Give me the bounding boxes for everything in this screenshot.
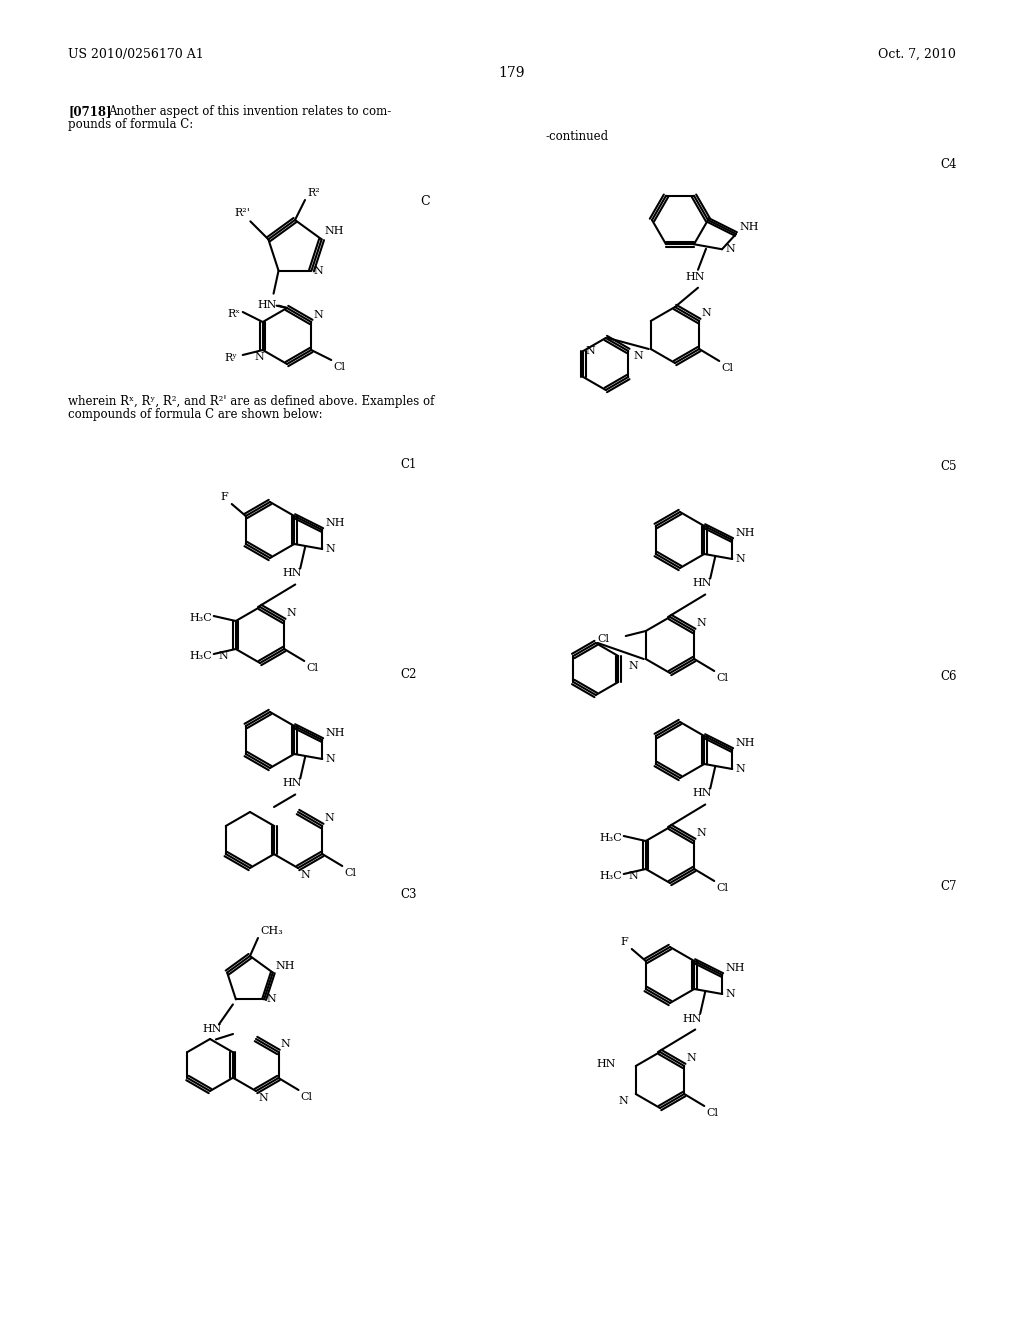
Text: C2: C2 bbox=[400, 668, 417, 681]
Text: C4: C4 bbox=[940, 158, 956, 172]
Text: N: N bbox=[326, 544, 335, 554]
Text: C7: C7 bbox=[940, 880, 956, 894]
Text: NH: NH bbox=[325, 226, 344, 236]
Text: R²': R²' bbox=[234, 209, 251, 218]
Text: Cl: Cl bbox=[306, 663, 318, 673]
Text: 179: 179 bbox=[499, 66, 525, 81]
Text: H₃C: H₃C bbox=[599, 871, 622, 880]
Text: N: N bbox=[281, 1039, 290, 1049]
Text: HN: HN bbox=[692, 788, 712, 799]
Text: NH: NH bbox=[326, 729, 345, 738]
Text: Cl: Cl bbox=[333, 362, 345, 372]
Text: HN: HN bbox=[203, 1024, 222, 1035]
Text: Cl: Cl bbox=[716, 673, 728, 682]
Text: N: N bbox=[725, 989, 735, 999]
Text: N: N bbox=[258, 1093, 267, 1104]
Text: Another aspect of this invention relates to com-: Another aspect of this invention relates… bbox=[108, 106, 391, 117]
Text: US 2010/0256170 A1: US 2010/0256170 A1 bbox=[68, 48, 204, 61]
Text: Cl: Cl bbox=[598, 634, 609, 644]
Text: C: C bbox=[420, 195, 430, 209]
Text: CH₃: CH₃ bbox=[260, 927, 283, 936]
Text: HN: HN bbox=[596, 1059, 615, 1069]
Text: [0718]: [0718] bbox=[68, 106, 112, 117]
Text: compounds of formula C are shown below:: compounds of formula C are shown below: bbox=[68, 408, 323, 421]
Text: N: N bbox=[633, 351, 643, 360]
Text: N: N bbox=[701, 308, 711, 318]
Text: C5: C5 bbox=[940, 459, 956, 473]
Text: N: N bbox=[287, 609, 296, 618]
Text: N: N bbox=[255, 352, 264, 362]
Text: NH: NH bbox=[735, 528, 755, 539]
Text: NH: NH bbox=[739, 222, 759, 232]
Text: wherein Rˣ, Rʸ, R², and R²' are as defined above. Examples of: wherein Rˣ, Rʸ, R², and R²' are as defin… bbox=[68, 395, 434, 408]
Text: N: N bbox=[618, 1096, 628, 1106]
Text: N: N bbox=[696, 828, 706, 838]
Text: N: N bbox=[266, 994, 275, 1005]
Text: C6: C6 bbox=[940, 671, 956, 682]
Text: R²: R² bbox=[307, 187, 319, 198]
Text: N: N bbox=[725, 244, 735, 255]
Text: N: N bbox=[628, 871, 638, 880]
Text: Cl: Cl bbox=[707, 1107, 718, 1118]
Text: Cl: Cl bbox=[300, 1092, 312, 1102]
Text: Oct. 7, 2010: Oct. 7, 2010 bbox=[879, 48, 956, 61]
Text: N: N bbox=[686, 1053, 696, 1063]
Text: F: F bbox=[620, 937, 628, 946]
Text: HN: HN bbox=[692, 578, 712, 589]
Text: pounds of formula C:: pounds of formula C: bbox=[68, 117, 194, 131]
Text: F: F bbox=[220, 492, 227, 502]
Text: NH: NH bbox=[275, 961, 295, 970]
Text: Rʸ: Rʸ bbox=[224, 352, 238, 363]
Text: HN: HN bbox=[258, 300, 278, 310]
Text: N: N bbox=[313, 265, 324, 276]
Text: N: N bbox=[326, 754, 335, 764]
Text: N: N bbox=[735, 764, 745, 774]
Text: NH: NH bbox=[725, 964, 744, 973]
Text: Cl: Cl bbox=[721, 363, 733, 374]
Text: H₃C: H₃C bbox=[599, 833, 622, 843]
Text: N: N bbox=[313, 310, 323, 319]
Text: HN: HN bbox=[682, 1014, 701, 1023]
Text: HN: HN bbox=[283, 779, 302, 788]
Text: Cl: Cl bbox=[344, 869, 356, 878]
Text: N: N bbox=[300, 870, 309, 880]
Text: C3: C3 bbox=[400, 888, 417, 902]
Text: Rˣ: Rˣ bbox=[227, 309, 241, 319]
Text: HN: HN bbox=[685, 272, 705, 281]
Text: HN: HN bbox=[283, 569, 302, 578]
Text: N: N bbox=[696, 618, 706, 628]
Text: H₃C: H₃C bbox=[189, 612, 212, 623]
Text: N: N bbox=[586, 346, 595, 356]
Text: C1: C1 bbox=[400, 458, 417, 471]
Text: Cl: Cl bbox=[716, 883, 728, 894]
Text: NH: NH bbox=[326, 517, 345, 528]
Text: H₃C: H₃C bbox=[189, 651, 212, 661]
Text: N: N bbox=[628, 661, 638, 671]
Text: N: N bbox=[735, 554, 745, 564]
Text: -continued: -continued bbox=[545, 129, 608, 143]
Text: NH: NH bbox=[735, 738, 755, 748]
Text: N: N bbox=[325, 813, 334, 822]
Text: N: N bbox=[218, 651, 227, 661]
